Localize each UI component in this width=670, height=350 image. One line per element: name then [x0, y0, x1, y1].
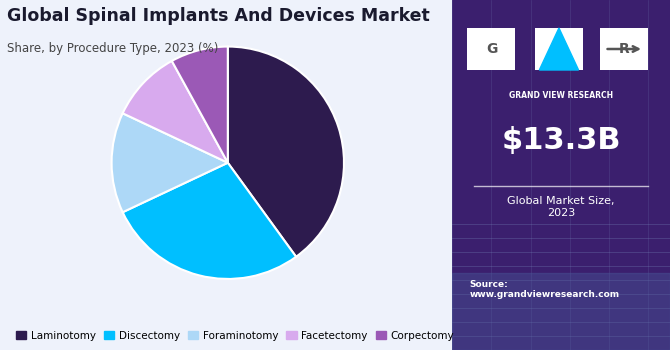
Polygon shape — [539, 28, 579, 70]
Wedge shape — [123, 163, 296, 279]
Text: Global Market Size,
2023: Global Market Size, 2023 — [507, 196, 615, 218]
Legend: Laminotomy, Discectomy, Foraminotomy, Facetectomy, Corpectomy: Laminotomy, Discectomy, Foraminotomy, Fa… — [12, 327, 458, 345]
Text: GRAND VIEW RESEARCH: GRAND VIEW RESEARCH — [509, 91, 613, 100]
Wedge shape — [112, 113, 228, 212]
Wedge shape — [123, 61, 228, 163]
FancyBboxPatch shape — [535, 28, 583, 70]
Text: Global Spinal Implants And Devices Market: Global Spinal Implants And Devices Marke… — [7, 7, 429, 25]
FancyBboxPatch shape — [600, 28, 649, 70]
Bar — [452, 273, 670, 350]
FancyBboxPatch shape — [468, 28, 515, 70]
Text: R: R — [619, 42, 630, 56]
Wedge shape — [172, 47, 228, 163]
Text: Source:
www.grandviewresearch.com: Source: www.grandviewresearch.com — [470, 280, 620, 299]
Text: Share, by Procedure Type, 2023 (%): Share, by Procedure Type, 2023 (%) — [7, 42, 218, 55]
Text: $13.3B: $13.3B — [501, 126, 621, 154]
Text: G: G — [486, 42, 497, 56]
Wedge shape — [228, 47, 344, 257]
